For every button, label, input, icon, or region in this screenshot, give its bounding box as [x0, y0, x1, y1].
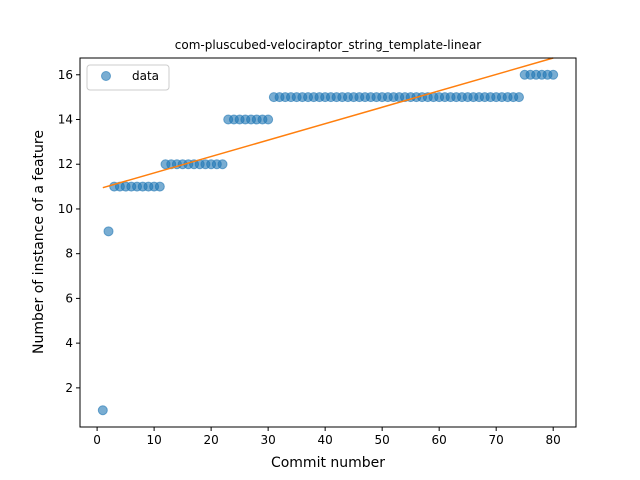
plot-area [97, 57, 559, 416]
x-tick-label: 20 [203, 433, 218, 447]
data-point [97, 405, 108, 416]
data-point [263, 114, 274, 125]
x-tick-label: 70 [489, 433, 504, 447]
y-tick-label: 6 [65, 291, 73, 305]
x-tick-label: 40 [318, 433, 333, 447]
legend-marker-data [101, 71, 111, 81]
y-tick-label: 4 [65, 336, 73, 350]
y-tick-label: 10 [58, 202, 73, 216]
y-tick-label: 2 [65, 381, 73, 395]
data-point [548, 69, 559, 80]
y-axis-label: Number of instance of a feature [31, 130, 47, 354]
fit-line [102, 57, 554, 189]
data-point [217, 159, 228, 170]
y-tick-label: 16 [58, 68, 73, 82]
x-tick-label: 80 [546, 433, 561, 447]
x-axis: 0 10 20 30 40 50 60 70 80 [93, 427, 561, 447]
y-tick-label: 12 [58, 157, 73, 171]
legend: data [86, 64, 170, 91]
data-point [513, 92, 524, 103]
x-tick-label: 0 [93, 433, 101, 447]
axes-frame [79, 57, 577, 428]
x-axis-label: Commit number [271, 455, 385, 471]
data-point [154, 181, 165, 192]
legend-label-data: data [132, 69, 159, 83]
x-tick-label: 30 [260, 433, 275, 447]
y-tick-label: 8 [65, 247, 73, 261]
chart-title: com-pluscubed-velociraptor_string_templa… [175, 38, 482, 52]
y-tick-label: 14 [58, 113, 73, 127]
x-tick-label: 60 [432, 433, 447, 447]
x-tick-label: 50 [375, 433, 390, 447]
y-axis: 2 4 6 8 10 12 14 16 [58, 68, 80, 395]
x-tick-label: 10 [146, 433, 161, 447]
data-point [103, 226, 114, 237]
